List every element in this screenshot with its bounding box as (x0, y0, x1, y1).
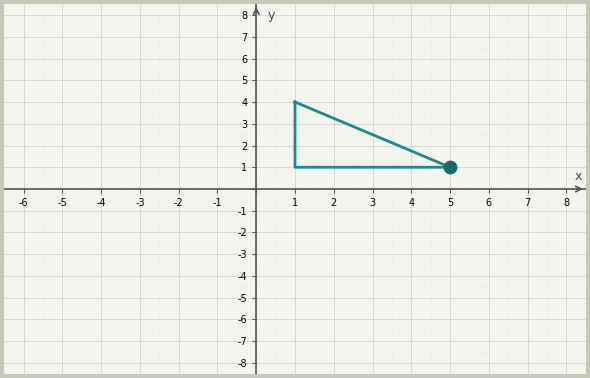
Point (445, 164, 455, 170)
Text: x: x (575, 170, 582, 183)
Text: y: y (268, 9, 275, 22)
